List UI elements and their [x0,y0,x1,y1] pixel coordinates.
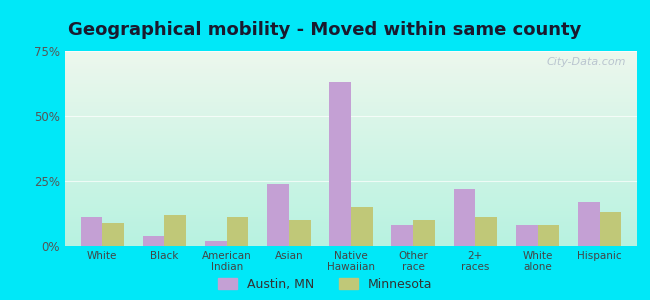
Bar [330,82,351,246]
Bar [289,220,311,246]
Text: City-Data.com: City-Data.com [546,57,625,67]
Bar [227,218,248,246]
Bar [515,225,538,246]
Bar [600,212,621,246]
Text: Geographical mobility - Moved within same county: Geographical mobility - Moved within sam… [68,21,582,39]
Bar [454,189,475,246]
Bar [164,215,187,246]
Bar [81,218,102,246]
Bar [102,223,124,246]
Bar [475,218,497,246]
Bar [391,225,413,246]
Bar [205,241,227,246]
Bar [351,207,372,246]
Bar [267,184,289,246]
Bar [578,202,600,246]
Bar [143,236,164,246]
Legend: Austin, MN, Minnesota: Austin, MN, Minnesota [218,278,432,291]
Bar [538,225,559,246]
Bar [413,220,435,246]
